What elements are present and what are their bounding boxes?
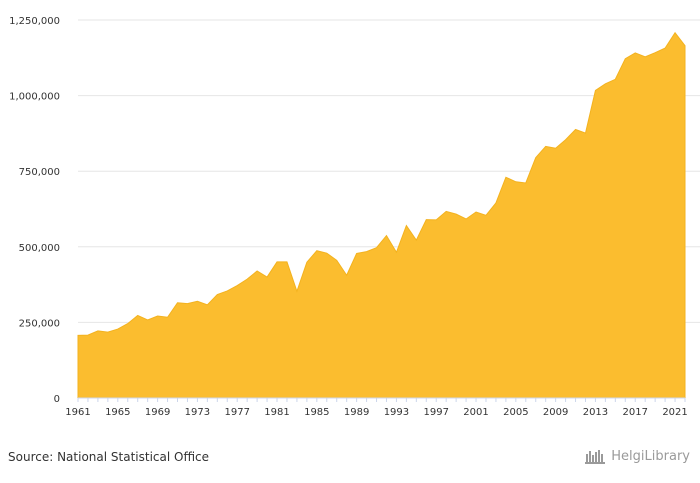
data-point bbox=[384, 234, 388, 238]
data-point bbox=[474, 210, 478, 214]
data-point bbox=[305, 260, 309, 264]
data-point bbox=[424, 218, 428, 222]
data-point bbox=[86, 333, 90, 337]
x-tick-label: 2001 bbox=[463, 407, 488, 418]
data-point bbox=[394, 250, 398, 254]
x-tick-label: 2021 bbox=[662, 407, 687, 418]
data-point bbox=[146, 318, 150, 322]
data-point bbox=[494, 201, 498, 205]
data-point bbox=[564, 138, 568, 142]
data-point bbox=[106, 330, 110, 334]
area-fill bbox=[77, 31, 686, 399]
data-point bbox=[195, 299, 199, 303]
data-point bbox=[583, 131, 587, 135]
x-tick-label: 2013 bbox=[583, 407, 608, 418]
data-point bbox=[156, 314, 160, 318]
brand-name: HelgiLibrary bbox=[611, 448, 690, 464]
x-tick-label: 1981 bbox=[264, 407, 289, 418]
data-point bbox=[504, 175, 508, 179]
data-point bbox=[185, 302, 189, 306]
x-tick-label: 1989 bbox=[344, 407, 369, 418]
data-point bbox=[633, 51, 637, 55]
y-tick-label: 250,000 bbox=[19, 318, 60, 329]
y-tick-label: 500,000 bbox=[19, 243, 60, 254]
data-point bbox=[464, 217, 468, 221]
area-chart: 0 250,000 500,000 750,000 1,000,000 1,250,000… bbox=[9, 16, 700, 418]
data-point bbox=[414, 238, 418, 242]
data-point bbox=[673, 31, 677, 35]
data-point bbox=[205, 303, 209, 307]
data-point bbox=[315, 249, 319, 253]
data-point bbox=[355, 251, 359, 255]
data-point bbox=[166, 315, 170, 319]
area-series bbox=[76, 31, 687, 399]
x-tick-label: 1973 bbox=[185, 407, 210, 418]
data-point bbox=[613, 77, 617, 81]
axes: 0 250,000 500,000 750,000 1,000,000 1,250,000… bbox=[9, 16, 688, 418]
data-point bbox=[215, 293, 219, 297]
x-tick-label: 2005 bbox=[503, 407, 528, 418]
data-point bbox=[623, 57, 627, 61]
data-point bbox=[126, 322, 130, 326]
data-point bbox=[365, 250, 369, 254]
data-point bbox=[335, 258, 339, 262]
data-point bbox=[255, 269, 259, 273]
data-point bbox=[245, 277, 249, 281]
y-tick-label: 1,250,000 bbox=[9, 16, 60, 27]
data-point bbox=[176, 301, 180, 305]
data-point bbox=[235, 284, 239, 288]
data-point bbox=[454, 212, 458, 216]
x-tick-label: 1993 bbox=[384, 407, 409, 418]
brand-logo: HelgiLibrary bbox=[585, 448, 690, 464]
library-icon bbox=[585, 450, 606, 464]
x-tick-label: 1969 bbox=[145, 407, 170, 418]
data-point bbox=[375, 246, 379, 250]
data-point bbox=[325, 251, 329, 255]
x-tick-label: 1977 bbox=[224, 407, 249, 418]
data-point bbox=[295, 289, 299, 293]
y-tick-label: 1,000,000 bbox=[9, 92, 60, 103]
y-tick-label: 750,000 bbox=[19, 167, 60, 178]
data-point bbox=[574, 127, 578, 131]
data-point bbox=[434, 218, 438, 222]
data-point bbox=[96, 329, 100, 333]
data-point bbox=[544, 144, 548, 148]
data-point bbox=[484, 213, 488, 217]
data-point bbox=[663, 46, 667, 50]
data-point bbox=[285, 260, 289, 264]
x-tick-label: 1965 bbox=[105, 407, 130, 418]
data-point bbox=[593, 88, 597, 92]
x-tick-label: 2017 bbox=[623, 407, 648, 418]
data-point bbox=[265, 275, 269, 279]
y-tick-label: 0 bbox=[54, 394, 60, 405]
data-point bbox=[524, 181, 528, 185]
data-point bbox=[404, 224, 408, 228]
data-point bbox=[653, 51, 657, 55]
data-point bbox=[534, 156, 538, 160]
source-note: Source: National Statistical Office bbox=[8, 450, 210, 464]
x-tick-label: 1961 bbox=[65, 407, 90, 418]
data-point bbox=[345, 273, 349, 277]
x-tick-label: 2009 bbox=[543, 407, 568, 418]
data-point bbox=[514, 180, 518, 184]
data-point bbox=[444, 209, 448, 213]
data-point bbox=[76, 333, 80, 337]
data-point bbox=[225, 289, 229, 293]
data-point bbox=[116, 327, 120, 331]
data-point bbox=[683, 44, 687, 48]
data-point bbox=[643, 55, 647, 59]
data-point bbox=[554, 146, 558, 150]
x-tick-label: 1997 bbox=[424, 407, 449, 418]
data-point bbox=[275, 260, 279, 264]
x-tick-label: 1985 bbox=[304, 407, 329, 418]
data-point bbox=[603, 82, 607, 86]
data-point bbox=[136, 313, 140, 317]
